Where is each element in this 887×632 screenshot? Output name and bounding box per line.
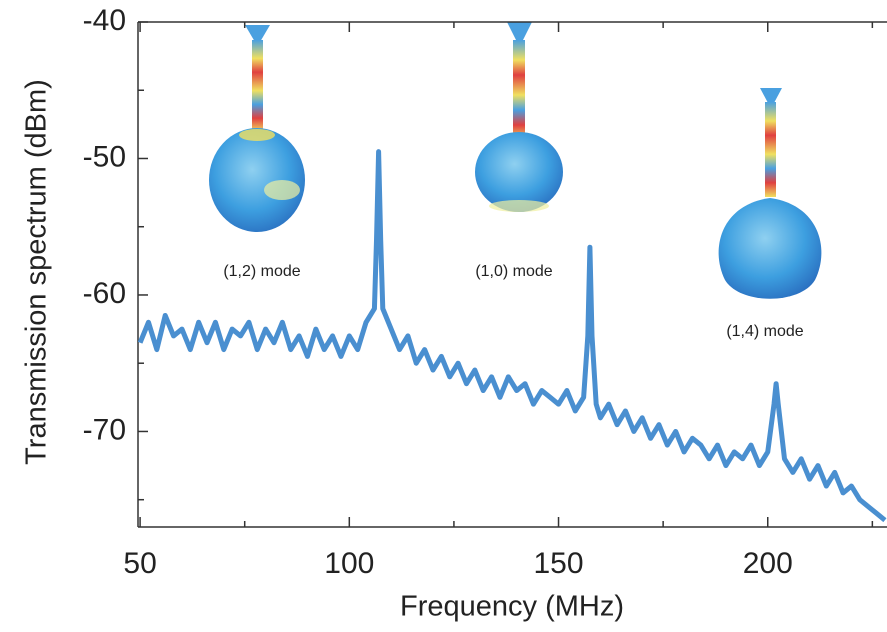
spectrum-line [138,149,887,523]
x-tick-label: 100 [324,547,374,580]
y-tick-label: -70 [83,413,126,446]
y-tick-label: -40 [83,4,126,37]
mode-annotation: (1,4) mode [726,323,803,340]
mode-annotation: (1,0) mode [475,263,552,280]
inset-1-0-mode [475,22,563,212]
x-tick-label: 150 [533,547,583,580]
y-tick-label: -50 [83,140,126,173]
mode-annotation: (1,2) mode [223,263,300,280]
inset-1-4-mode [718,88,822,299]
x-tick-label: 200 [743,547,793,580]
x-axis-label: Frequency (MHz) [400,591,624,623]
inset-1-2-mode [209,25,305,232]
y-axis-label: Transmission spectrum (dBm) [21,79,53,465]
y-tick-label: -60 [83,277,126,310]
x-tick-label: 50 [123,547,156,580]
